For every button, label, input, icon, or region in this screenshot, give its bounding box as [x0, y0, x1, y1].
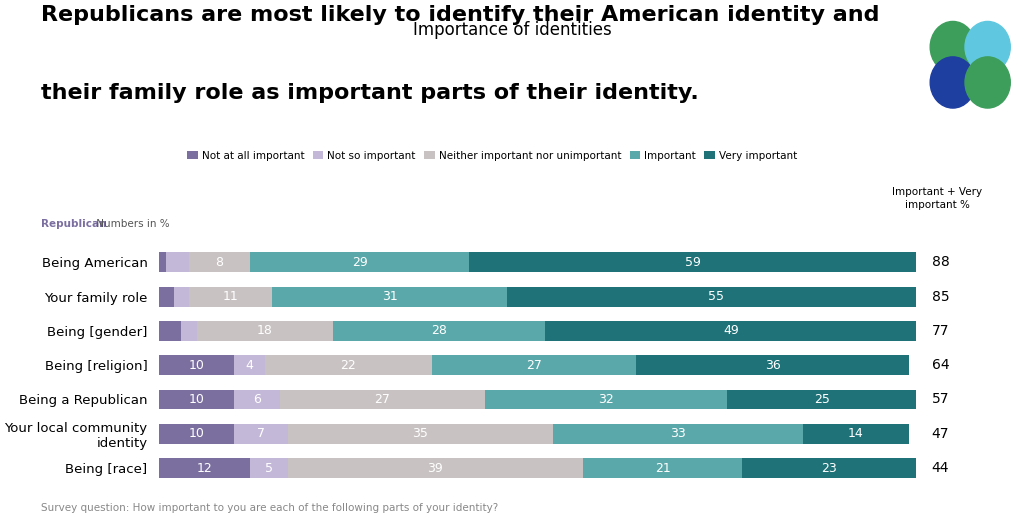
Text: Survey question: How important to you are each of the following parts of your id: Survey question: How important to you ar…: [41, 503, 499, 513]
Text: Important + Very
important %: Important + Very important %: [892, 186, 982, 210]
Text: 33: 33: [670, 427, 686, 440]
Bar: [159, 321, 181, 341]
Text: Republican: Republican: [41, 219, 106, 229]
Text: 6: 6: [253, 393, 261, 406]
Bar: [727, 390, 916, 409]
Text: 23: 23: [821, 462, 838, 474]
Text: Importance of identities: Importance of identities: [413, 21, 611, 39]
Text: 28: 28: [431, 324, 447, 337]
Text: 32: 32: [598, 393, 613, 406]
Bar: [507, 286, 924, 307]
Text: 77: 77: [932, 324, 949, 338]
Text: 7: 7: [257, 427, 265, 440]
Text: 27: 27: [375, 393, 390, 406]
Bar: [159, 424, 234, 444]
Bar: [166, 252, 189, 272]
Text: 47: 47: [932, 427, 949, 441]
Bar: [159, 355, 234, 375]
Bar: [431, 355, 636, 375]
Bar: [553, 424, 803, 444]
Bar: [742, 458, 916, 478]
Bar: [545, 321, 916, 341]
Text: 14: 14: [848, 427, 863, 440]
Text: Republicans are most likely to identify their American identity and: Republicans are most likely to identify …: [41, 5, 880, 25]
Text: 8: 8: [215, 256, 223, 269]
Bar: [159, 458, 250, 478]
Circle shape: [930, 21, 976, 73]
Text: 55: 55: [708, 290, 724, 303]
Bar: [250, 458, 288, 478]
Text: 57: 57: [932, 393, 949, 407]
Legend: Not at all important, Not so important, Neither important nor unimportant, Impor: Not at all important, Not so important, …: [183, 147, 801, 165]
Bar: [803, 424, 909, 444]
Text: 12: 12: [197, 462, 212, 474]
Bar: [280, 390, 484, 409]
Text: 59: 59: [685, 256, 700, 269]
Text: 29: 29: [351, 256, 368, 269]
Bar: [469, 252, 916, 272]
Text: 22: 22: [340, 358, 356, 372]
Bar: [234, 355, 265, 375]
Text: 5: 5: [264, 462, 272, 474]
Bar: [159, 390, 234, 409]
Circle shape: [965, 57, 1011, 108]
Text: Numbers in %: Numbers in %: [93, 219, 170, 229]
Bar: [234, 390, 280, 409]
Text: 10: 10: [188, 358, 205, 372]
Text: 18: 18: [257, 324, 272, 337]
Text: 85: 85: [932, 290, 949, 304]
Text: 35: 35: [413, 427, 428, 440]
Text: 39: 39: [427, 462, 443, 474]
Bar: [636, 355, 909, 375]
Text: 25: 25: [814, 393, 829, 406]
Text: 31: 31: [382, 290, 397, 303]
Text: 11: 11: [223, 290, 239, 303]
Bar: [234, 424, 288, 444]
Text: their family role as important parts of their identity.: their family role as important parts of …: [41, 83, 698, 103]
Text: 88: 88: [932, 255, 949, 269]
Text: 4: 4: [246, 358, 254, 372]
Text: 10: 10: [188, 393, 205, 406]
Bar: [288, 458, 583, 478]
Circle shape: [965, 21, 1011, 73]
Bar: [189, 286, 272, 307]
Bar: [583, 458, 742, 478]
Text: 10: 10: [188, 427, 205, 440]
Bar: [197, 321, 333, 341]
Circle shape: [930, 57, 976, 108]
Text: 21: 21: [654, 462, 671, 474]
Bar: [484, 390, 727, 409]
Bar: [189, 252, 250, 272]
Bar: [250, 252, 469, 272]
Bar: [288, 424, 553, 444]
Text: 44: 44: [932, 461, 949, 475]
Bar: [272, 286, 507, 307]
Bar: [159, 286, 174, 307]
Text: 27: 27: [526, 358, 542, 372]
Bar: [181, 321, 197, 341]
Text: 36: 36: [765, 358, 780, 372]
Bar: [265, 355, 431, 375]
Bar: [174, 286, 189, 307]
Text: 49: 49: [723, 324, 738, 337]
Bar: [159, 252, 166, 272]
Bar: [333, 321, 545, 341]
Text: 64: 64: [932, 358, 949, 372]
